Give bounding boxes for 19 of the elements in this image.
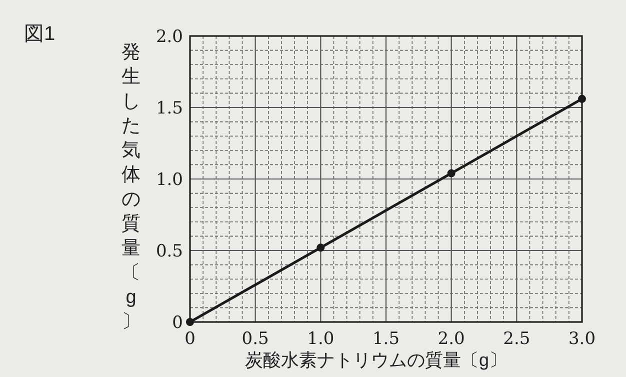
x-tick-label: 1.0 xyxy=(307,329,334,349)
point xyxy=(578,94,586,103)
point xyxy=(447,169,456,178)
point xyxy=(186,318,194,326)
y-tick-label: 1.5 xyxy=(156,98,183,118)
y-tick-label: 0.5 xyxy=(156,242,183,262)
point xyxy=(316,244,325,252)
y-tick-label: 2.0 xyxy=(156,27,183,47)
x-axis-title: 炭酸水素ナトリウムの質量〔g〕 xyxy=(244,350,508,370)
chart-title: 図1 xyxy=(24,23,56,45)
x-tick-label: 0.5 xyxy=(242,329,269,349)
x-tick-label: 2.5 xyxy=(503,329,530,349)
y-tick-label: 0 xyxy=(172,313,183,333)
x-tick-label: 2.0 xyxy=(438,329,465,349)
x-tick-label: 3.0 xyxy=(568,329,596,349)
x-tick-label: 0 xyxy=(184,329,196,349)
text: 発生した気体の質量〔g〕 xyxy=(122,42,140,332)
y-tick-label: 1.0 xyxy=(156,170,183,190)
x-tick-label: 1.5 xyxy=(372,329,400,349)
